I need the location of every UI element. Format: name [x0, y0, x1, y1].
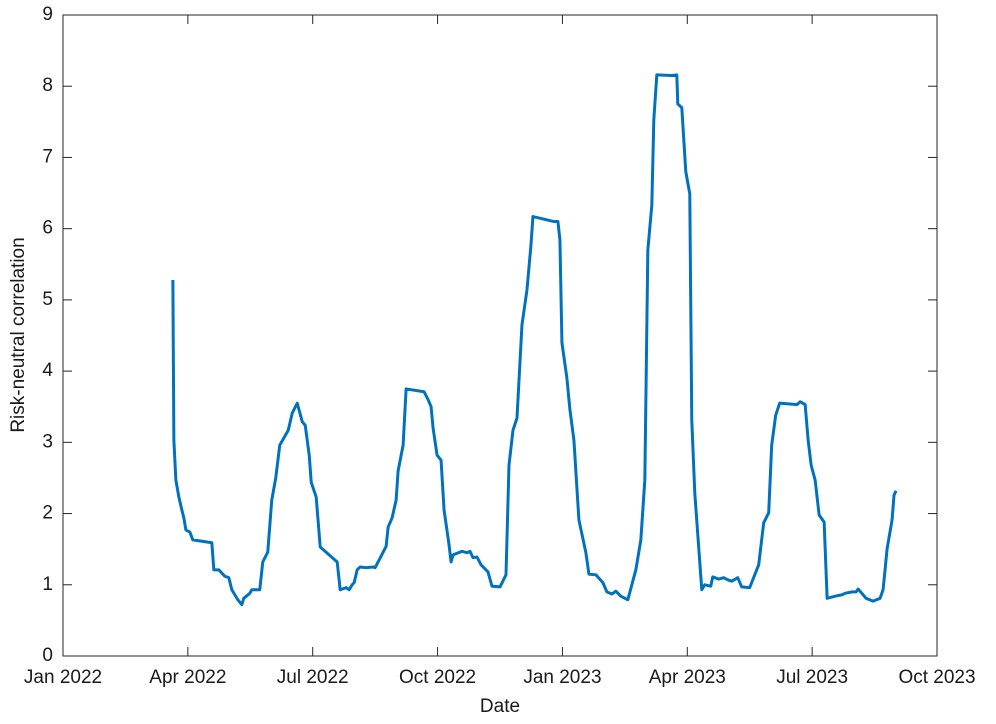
- y-axis-label: Risk-neutral correlation: [8, 237, 29, 432]
- y-tick-label: 1: [42, 574, 53, 595]
- x-tick-label: Jan 2023: [523, 667, 601, 688]
- y-tick-label: 8: [42, 75, 53, 96]
- y-tick-label: 2: [42, 503, 53, 524]
- y-tick-label: 4: [42, 360, 53, 381]
- x-tick-label: Jul 2022: [277, 667, 349, 688]
- plot-frame: [62, 14, 938, 657]
- data-line: [171, 73, 898, 607]
- x-tick-label: Apr 2022: [149, 667, 226, 688]
- x-tick-label: Jul 2023: [776, 667, 848, 688]
- y-tick-label: 6: [42, 218, 53, 239]
- y-tick-label: 3: [42, 431, 53, 452]
- x-tick-label: Apr 2023: [649, 667, 726, 688]
- y-tick-label: 0: [42, 645, 53, 666]
- x-axis-label: Date: [480, 696, 520, 717]
- y-tick-label: 7: [42, 146, 53, 167]
- y-tick-label: 9: [42, 4, 53, 25]
- x-tick-label: Jan 2022: [24, 667, 102, 688]
- x-tick-label: Oct 2022: [399, 667, 476, 688]
- y-tick-label: 5: [42, 289, 53, 310]
- x-tick-label: Oct 2023: [898, 667, 975, 688]
